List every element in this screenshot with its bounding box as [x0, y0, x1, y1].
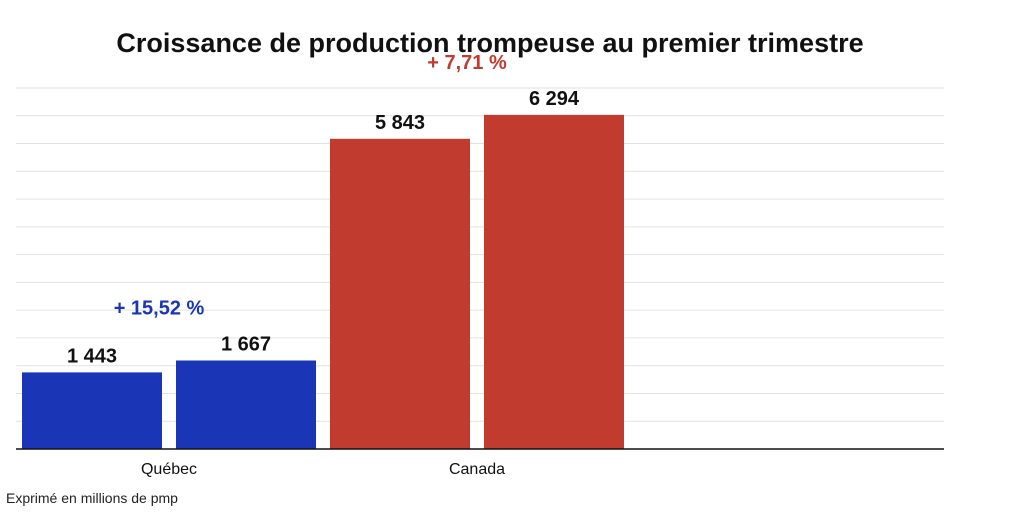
value-label-0-1: 1 667	[221, 334, 271, 356]
bar-1-0	[330, 138, 470, 450]
change-label-1: + 7,71 %	[427, 52, 507, 74]
gridlines	[16, 87, 944, 422]
chart-title: Croissance de production trompeuse au pr…	[116, 28, 864, 58]
bar-0-0	[22, 372, 162, 449]
x-tick-label-0: Québec	[141, 461, 197, 478]
value-label-1-1: 6 294	[529, 88, 580, 110]
bar-0-1	[176, 360, 316, 449]
x-tick-label-1: Canada	[449, 461, 505, 478]
x-tick-labels: Québec Canada	[141, 461, 505, 478]
bars	[22, 114, 624, 450]
change-label-0: + 15,52 %	[114, 298, 205, 320]
bar-1-1	[484, 114, 624, 450]
unit-note: Exprimé en millions de pmp	[6, 490, 178, 506]
data-labels: 1 443 1 667 + 15,52 % 5 843 6 294 + 7,71 %	[67, 52, 580, 368]
value-label-1-0: 5 843	[375, 112, 425, 134]
value-label-0-0: 1 443	[67, 345, 117, 367]
